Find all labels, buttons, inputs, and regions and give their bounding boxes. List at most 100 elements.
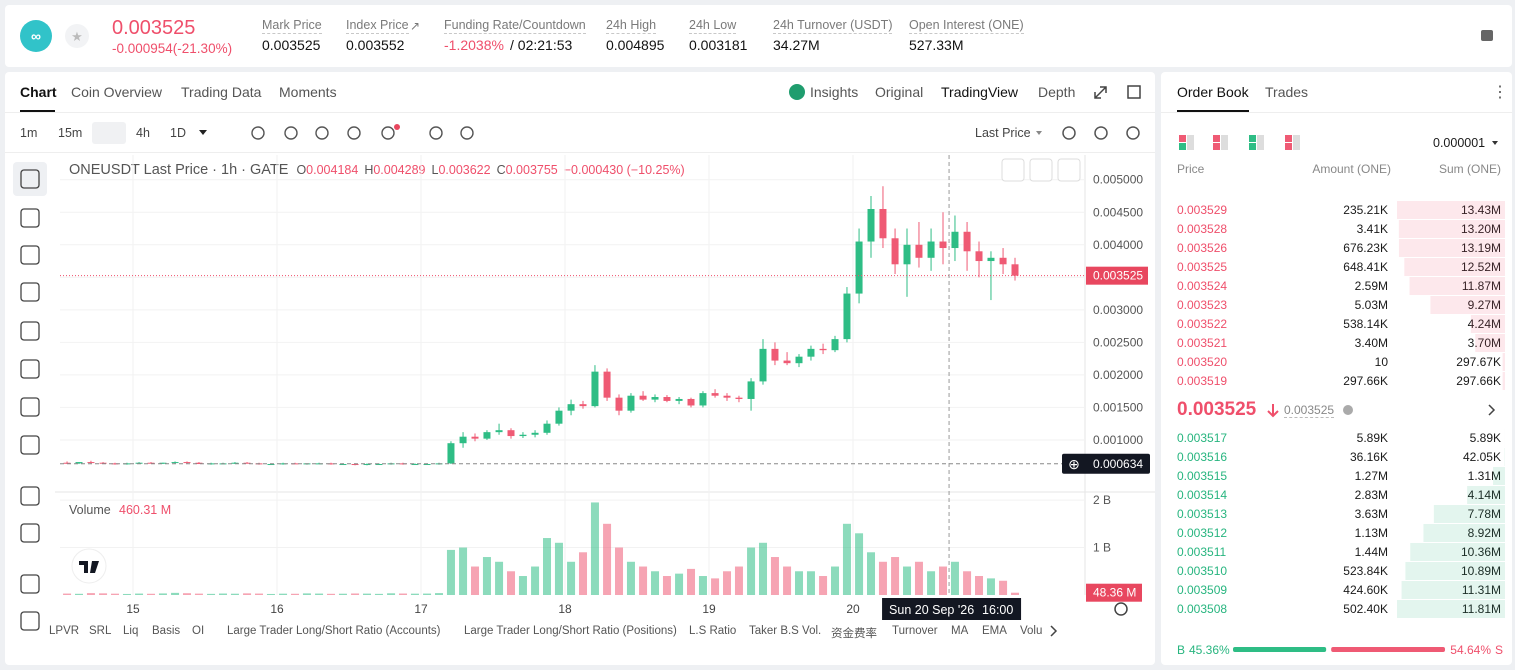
row-sum: 8.92M	[1467, 526, 1501, 540]
interval[interactable]: 15m	[58, 126, 83, 140]
interval[interactable]: 1m	[20, 126, 38, 140]
ohlc-key: C	[496, 163, 506, 177]
volume-bar	[914, 561, 923, 595]
chart-tab[interactable]: Chart	[20, 84, 57, 100]
view-mode-icon	[1213, 135, 1220, 142]
candle-body	[807, 348, 815, 357]
volume-bar	[507, 571, 516, 595]
crosshair-time: 16:00	[982, 603, 1013, 617]
order-book-tab[interactable]: Trades	[1265, 84, 1309, 100]
row-price[interactable]: 0.003517	[1177, 431, 1228, 445]
header-menu-icon[interactable]	[1479, 28, 1495, 44]
row-price[interactable]: 0.003525	[1177, 260, 1228, 274]
row-price[interactable]: 0.003529	[1177, 203, 1228, 217]
stat-value: 34.27M	[773, 37, 820, 53]
row-price[interactable]: 0.003526	[1177, 241, 1228, 255]
row-price[interactable]: 0.003508	[1177, 602, 1228, 616]
toolbar-icon	[460, 126, 474, 140]
drawing-tool-icon	[20, 245, 40, 265]
drawing-tool-icon	[20, 282, 40, 302]
indicator-tab[interactable]: LPVR	[49, 625, 80, 637]
row-sum: 10.36M	[1460, 545, 1501, 559]
symbol-label: ONEUSDT Last Price · 1h · GATE	[69, 162, 289, 178]
row-price[interactable]: 0.003528	[1177, 222, 1228, 236]
sell-bar	[1331, 647, 1445, 652]
candle-body	[651, 397, 659, 400]
indicator-tab[interactable]: L.S Ratio	[689, 625, 737, 637]
toolbar-dot	[394, 124, 400, 130]
row-price[interactable]: 0.003515	[1177, 469, 1228, 483]
y-tick-label: 0.003000	[1093, 303, 1143, 317]
interval[interactable]: 4h	[136, 126, 150, 140]
toolbar-icon	[251, 126, 265, 140]
row-price[interactable]: 0.003514	[1177, 488, 1228, 502]
row-price[interactable]: 0.003519	[1177, 374, 1228, 388]
indicator-tab[interactable]: OI	[192, 625, 205, 637]
candle-body	[195, 462, 203, 465]
interval[interactable]: 1D	[170, 126, 186, 140]
indicator-tab[interactable]: Taker B.S Vol.	[749, 625, 822, 637]
volume-tag-label: 48.36 M	[1093, 586, 1136, 600]
view-tab[interactable]: TradingView	[941, 84, 1019, 100]
volume-bar	[423, 593, 432, 595]
indicator-tab[interactable]: Turnover	[892, 625, 938, 637]
stat-value: -1.2038%	[444, 37, 504, 53]
depth-bar	[1430, 296, 1505, 314]
row-sum: 297.67K	[1456, 355, 1501, 369]
row-price[interactable]: 0.003513	[1177, 507, 1228, 521]
stat-label: Index Price	[346, 18, 409, 34]
volume-bar	[86, 593, 95, 595]
row-amount: 2.83M	[1354, 488, 1388, 502]
chart-tab[interactable]: Coin Overview	[71, 84, 163, 100]
row-price[interactable]: 0.003524	[1177, 279, 1228, 293]
row-sum: 13.20M	[1460, 222, 1501, 236]
candle-body	[987, 257, 995, 262]
chart-tab[interactable]: Moments	[279, 84, 337, 100]
row-price[interactable]: 0.003509	[1177, 583, 1228, 597]
row-sum: 11.87M	[1461, 279, 1501, 293]
column-header: Price	[1177, 162, 1205, 176]
volume-bar	[387, 593, 396, 595]
chart-tab[interactable]: Trading Data	[181, 84, 262, 100]
row-price[interactable]: 0.003512	[1177, 526, 1228, 540]
indicator-tab[interactable]: MA	[951, 625, 969, 637]
row-price[interactable]: 0.003516	[1177, 450, 1228, 464]
row-price[interactable]: 0.003520	[1177, 355, 1228, 369]
order-book-tab[interactable]: Order Book	[1177, 84, 1249, 100]
indicator-tab[interactable]: Liq	[123, 625, 139, 637]
indicator-tab[interactable]: Large Trader Long/Short Ratio (Positions…	[464, 625, 677, 637]
indicator-tab[interactable]: 资金费率	[831, 628, 877, 640]
candle-body	[1011, 264, 1019, 276]
row-sum: 7.78M	[1467, 507, 1501, 521]
row-price[interactable]: 0.003522	[1177, 317, 1228, 331]
view-tab[interactable]: Depth	[1038, 84, 1076, 100]
row-price[interactable]: 0.003511	[1177, 545, 1227, 559]
depth-bar	[1410, 543, 1505, 561]
indicator-tab[interactable]: Basis	[152, 625, 181, 637]
stat-value: 0.004895	[606, 37, 665, 53]
view-tab[interactable]: Insights	[810, 84, 859, 100]
header: ∞ ★	[5, 5, 1512, 67]
indicator-tab[interactable]: Volu	[1020, 625, 1043, 637]
candle-body	[171, 462, 179, 464]
candle-body	[483, 432, 491, 439]
chart-button	[1029, 158, 1053, 182]
candle-body	[267, 464, 275, 466]
indicator-tab[interactable]: EMA	[982, 625, 1007, 637]
row-price[interactable]: 0.003510	[1177, 564, 1228, 578]
buy-bar	[1233, 647, 1327, 652]
row-price[interactable]: 0.003521	[1177, 336, 1228, 350]
candle-body	[939, 241, 947, 249]
crosshair-price-label: 0.000634	[1093, 457, 1143, 471]
indicator-tab[interactable]: Large Trader Long/Short Ratio (Accounts)	[227, 625, 441, 637]
view-tab[interactable]: Original	[875, 84, 924, 100]
expand-icon	[1094, 86, 1107, 99]
row-price[interactable]: 0.003523	[1177, 298, 1228, 312]
precision[interactable]: 0.000001	[1433, 136, 1486, 150]
price-type[interactable]: Last Price	[975, 126, 1031, 140]
indicator-tab[interactable]: SRL	[89, 625, 112, 637]
volume-bar	[75, 593, 84, 595]
volume-bar	[783, 566, 792, 595]
ohlc-item: L0.003622	[431, 163, 490, 177]
volume-bar	[171, 592, 180, 595]
